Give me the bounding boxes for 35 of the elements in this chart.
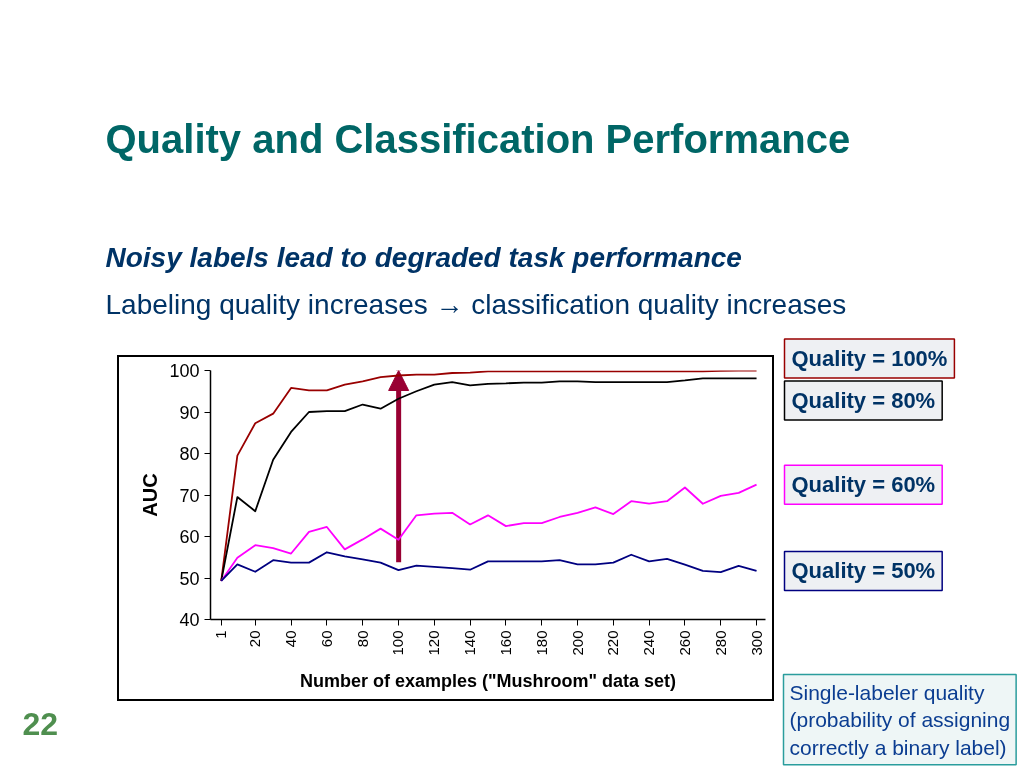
y-tick-label: 60 (179, 527, 200, 547)
x-tick-label: 80 (353, 630, 371, 648)
line-series (220, 551, 758, 582)
x-tick-label: 240 (640, 630, 658, 656)
x-tick-label: 20 (246, 630, 264, 648)
chart-title: Quality and Classification Performance (105, 116, 851, 161)
x-tick-label: 40 (282, 630, 300, 648)
x-tick-label: 200 (568, 630, 586, 656)
x-tick-label: 140 (461, 630, 479, 656)
x-axis-title: Number of examples ("Mushroom" data set) (299, 670, 677, 691)
x-tick-label: 120 (425, 630, 443, 656)
y-tick-label: 40 (179, 610, 200, 630)
y-axis-title: AUC (139, 473, 162, 517)
series-label: Quality = 80% (791, 388, 936, 413)
x-tick-label: 160 (496, 630, 514, 656)
y-tick-label: 70 (179, 485, 200, 506)
x-tick-label: 1 (212, 630, 230, 639)
x-tick-label: 180 (532, 630, 550, 656)
y-tick-label: 90 (179, 402, 200, 423)
text: Labeling quality increases → classification quality increases (105, 288, 847, 320)
series-label: Quality = 100% (791, 346, 948, 371)
chart-subtitle: Noisy labels lead to degraded task performance (105, 241, 742, 273)
y-tick-label: 80 (179, 444, 200, 464)
x-tick-label: 100 (389, 630, 407, 656)
x-tick-label: 260 (675, 630, 693, 656)
text: 22 (22, 705, 59, 742)
series-label: Quality = 50% (791, 558, 936, 584)
y-tick-label: 100 (169, 361, 200, 381)
text: Single-labeler quality (probability of assigning correctly a binary label) (789, 680, 1011, 759)
x-tick-label: 220 (604, 630, 622, 656)
y-tick-label: 50 (179, 568, 200, 589)
x-tick-label: 300 (747, 630, 765, 656)
x-tick-label: 60 (317, 630, 335, 648)
x-tick-label: 280 (711, 630, 729, 656)
series-label: Quality = 60% (791, 472, 936, 498)
